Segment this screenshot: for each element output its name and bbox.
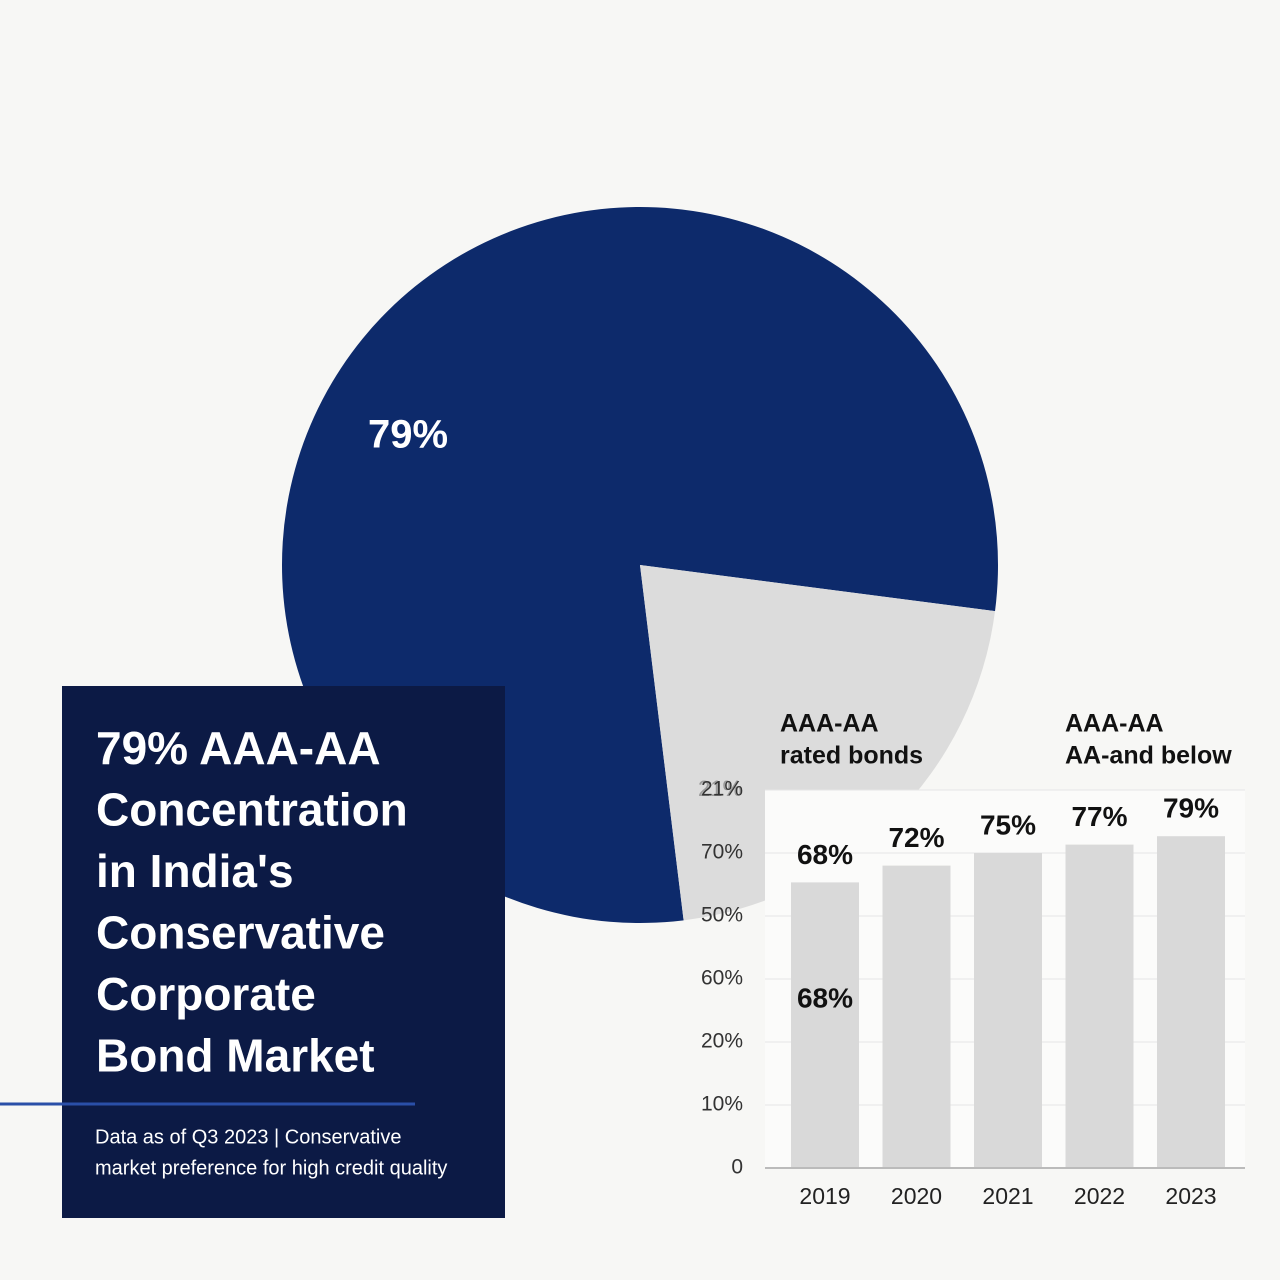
x-tick-label: 2023 (1165, 1183, 1216, 1209)
bar (974, 853, 1042, 1168)
slice-label: 21% (698, 776, 742, 801)
legend-text: AA-and below (1065, 742, 1232, 770)
y-tick-label: 0 (731, 1156, 743, 1179)
y-tick-label: 10% (701, 1093, 743, 1116)
bar (791, 882, 859, 1168)
title-card (62, 686, 505, 1218)
pie-slice (640, 565, 996, 921)
title-line: Conservative (96, 907, 385, 959)
title-line: Bond Market (96, 1030, 375, 1082)
value-label: 68% (797, 839, 853, 870)
x-tick-label: 2019 (799, 1183, 850, 1209)
y-tick-label: 20% (701, 1030, 743, 1053)
title-line: in India's (96, 845, 294, 897)
y-tick-label: 70% (701, 841, 743, 864)
title-line: 79% AAA-AA (96, 722, 381, 774)
title-line: Corporate (96, 968, 316, 1020)
value-label: 77% (1071, 801, 1127, 832)
x-tick-label: 2021 (982, 1183, 1033, 1209)
x-tick-label: 2022 (1074, 1183, 1125, 1209)
subtitle-line: Data as of Q3 2023 | Conservative (95, 1126, 401, 1148)
y-tick-label: 50% (701, 904, 743, 927)
bar (1157, 836, 1225, 1168)
bar (882, 865, 951, 1168)
pie-annotation: AAA-AA (780, 710, 879, 738)
bar-annotation: 68% (797, 982, 853, 1013)
slice-label: 79% (368, 413, 448, 457)
value-label: 75% (980, 809, 1036, 840)
y-tick-label: 60% (701, 967, 743, 990)
pie-annotation: rated bonds (780, 742, 923, 770)
value-label: 72% (888, 822, 944, 853)
subtitle-line: market preference for high credit qualit… (95, 1157, 447, 1179)
legend-text: AAA-AA (1065, 710, 1164, 738)
title-line: Concentration (96, 784, 408, 836)
x-tick-label: 2020 (891, 1183, 942, 1209)
y-tick-label: 21% (701, 778, 743, 801)
value-label: 79% (1163, 793, 1219, 824)
bar (1065, 844, 1134, 1168)
